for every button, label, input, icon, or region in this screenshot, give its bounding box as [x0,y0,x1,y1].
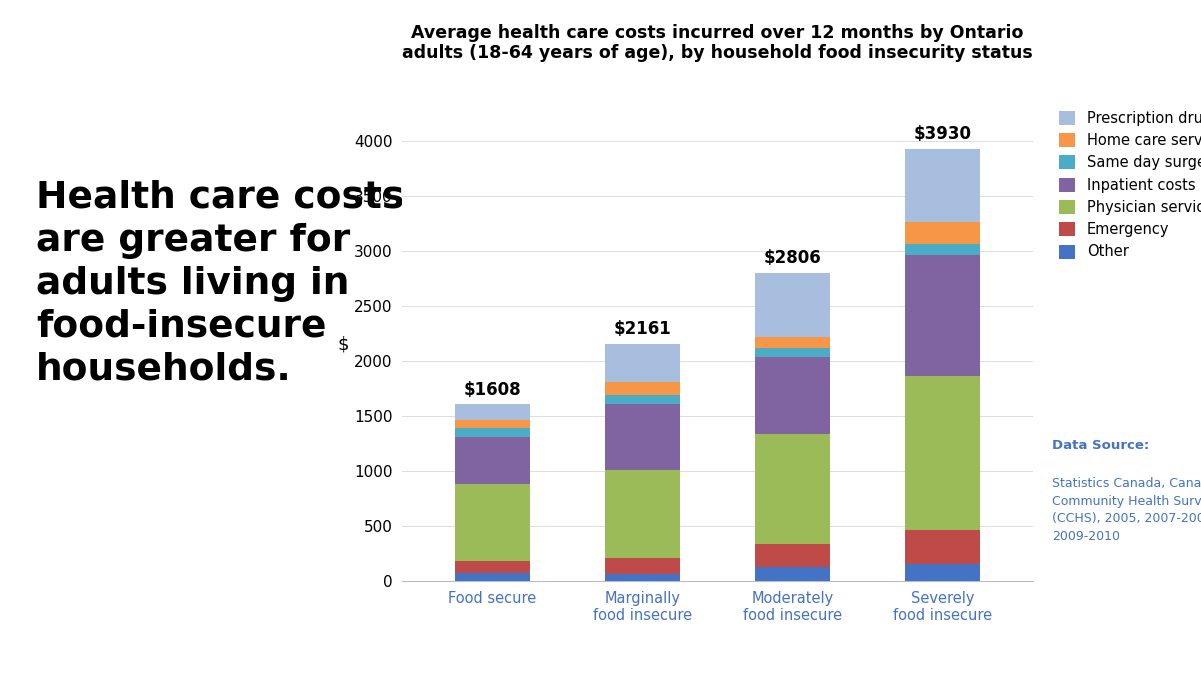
Bar [455,437,530,484]
Bar [755,567,830,581]
Bar [755,272,830,337]
Bar [455,404,530,420]
Bar [605,343,680,382]
Bar [906,564,980,581]
Text: Health care costs
are greater for
adults living in
food-insecure
households.: Health care costs are greater for adults… [36,180,405,388]
Text: Average health care costs incurred over 12 months by Ontario: Average health care costs incurred over … [412,24,1023,42]
Bar [605,404,680,470]
Text: $3930: $3930 [914,125,972,143]
Bar [605,470,680,558]
Text: $2806: $2806 [764,249,821,267]
Legend: Prescription drugs, Home care services, Same day surgery, Inpatient costs, Physi: Prescription drugs, Home care services, … [1059,111,1201,260]
Bar [605,574,680,581]
Bar [906,529,980,564]
Bar [755,337,830,348]
Bar [605,395,680,404]
Bar [455,484,530,561]
Text: Data Source:: Data Source: [1052,439,1149,452]
Bar [906,222,980,243]
Bar [455,573,530,581]
Bar [455,420,530,428]
Bar [755,357,830,434]
Bar [906,255,980,376]
Bar [455,428,530,437]
Text: Statistics Canada, Canadian
Community Health Survey
(CCHS), 2005, 2007-2008,
200: Statistics Canada, Canadian Community He… [1052,477,1201,543]
Text: $1608: $1608 [464,381,521,399]
Bar [755,434,830,544]
Bar [906,149,980,222]
Bar [906,243,980,255]
Bar [755,544,830,567]
Bar [605,558,680,574]
Bar [455,561,530,573]
Bar [605,382,680,395]
Y-axis label: $: $ [337,336,348,354]
Bar [906,376,980,529]
Bar [755,348,830,357]
Text: adults (18-64 years of age), by household food insecurity status: adults (18-64 years of age), by househol… [402,44,1033,62]
Text: $2161: $2161 [614,320,671,338]
